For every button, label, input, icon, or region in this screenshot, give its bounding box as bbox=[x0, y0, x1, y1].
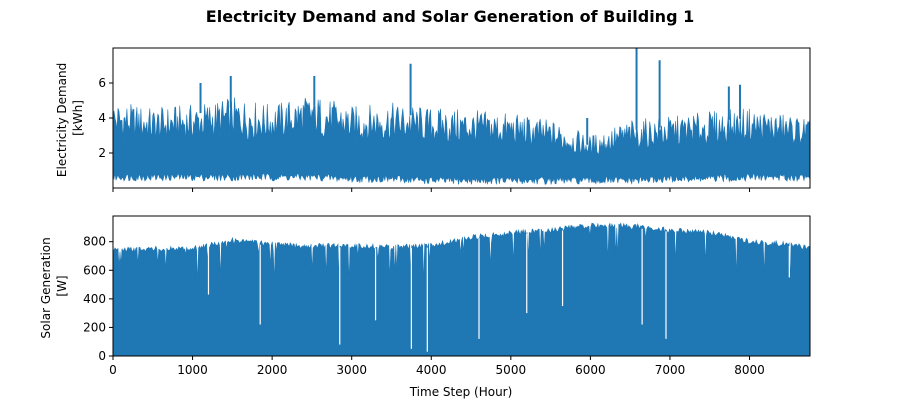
demand-ytick-label: 6 bbox=[98, 76, 106, 90]
solar-xtick-label: 6000 bbox=[575, 363, 606, 377]
solar-xtick-label: 4000 bbox=[416, 363, 447, 377]
demand-ylabel: Electricity Demand [kWh] bbox=[55, 59, 85, 177]
demand-series-fill bbox=[112, 48, 811, 185]
solar-ytick-label: 200 bbox=[83, 320, 106, 334]
solar-ytick-label: 600 bbox=[83, 263, 106, 277]
solar-ytick-label: 800 bbox=[83, 235, 106, 249]
solar-xtick-label: 8000 bbox=[734, 363, 765, 377]
demand-panel: 2 4 6 Electricity Demand [kWh] bbox=[55, 47, 811, 192]
solar-series-area bbox=[112, 222, 811, 357]
solar-ylabel: Solar Generation [W] bbox=[39, 233, 69, 338]
solar-xtick-label: 1000 bbox=[177, 363, 208, 377]
demand-ylabel-line-1: Electricity Demand bbox=[55, 63, 69, 177]
solar-xtick-label: 2000 bbox=[257, 363, 288, 377]
solar-ylabel-line-2: [W] bbox=[55, 275, 69, 296]
demand-ytick-label: 2 bbox=[98, 146, 106, 160]
solar-ytick-label: 0 bbox=[98, 349, 106, 363]
solar-series-fill bbox=[112, 222, 811, 357]
demand-ytick-label: 4 bbox=[98, 111, 106, 125]
demand-series-area bbox=[112, 97, 811, 185]
solar-xlabel: Time Step (Hour) bbox=[409, 385, 513, 399]
solar-ytick-label: 400 bbox=[83, 292, 106, 306]
solar-plot-frame bbox=[112, 215, 811, 357]
solar-xtick-label: 3000 bbox=[336, 363, 367, 377]
demand-ylabel-line-2: [kWh] bbox=[71, 100, 85, 136]
solar-xtick-label: 7000 bbox=[655, 363, 686, 377]
solar-xtick-label: 5000 bbox=[496, 363, 527, 377]
demand-axes: 2 4 6 bbox=[98, 47, 811, 192]
solar-ylabel-line-1: Solar Generation bbox=[39, 237, 53, 338]
solar-xtick-label: 0 bbox=[109, 363, 117, 377]
figure-title: Electricity Demand and Solar Generation … bbox=[206, 7, 694, 26]
